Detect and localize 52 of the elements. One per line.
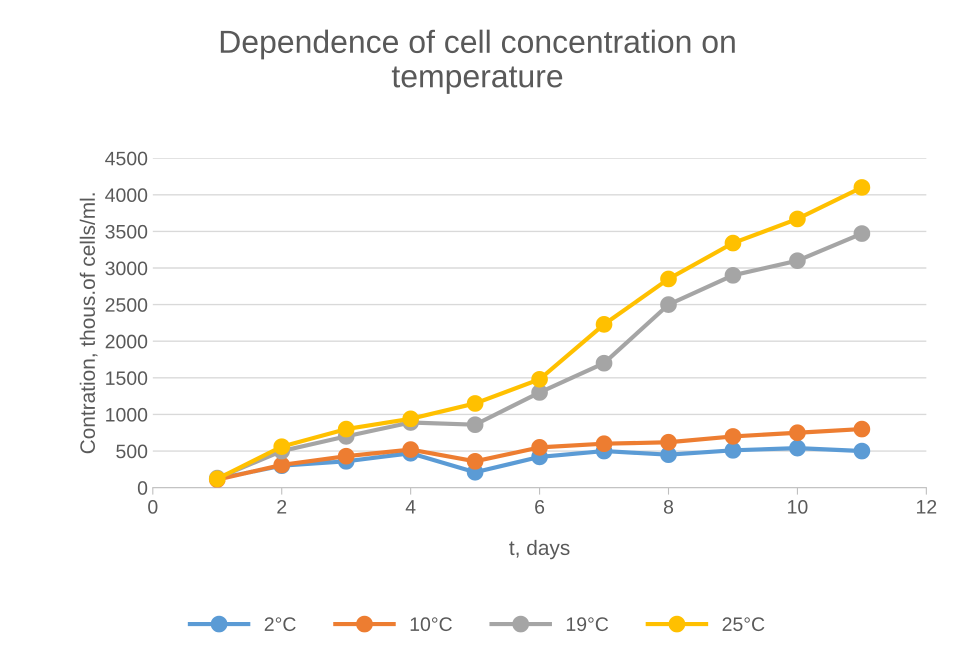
y-tick-label: 1000	[106, 408, 148, 422]
point	[660, 296, 677, 313]
point	[724, 266, 742, 284]
point	[854, 420, 870, 438]
y-tick-label: 0	[138, 481, 148, 495]
point	[724, 234, 742, 252]
point	[596, 354, 612, 372]
x-axis-title: t, days	[509, 540, 570, 560]
point	[789, 424, 806, 442]
point	[724, 428, 742, 445]
point	[854, 225, 870, 242]
point	[466, 395, 484, 412]
point	[402, 410, 419, 428]
chart-title: Dependence of cell concentration on temperature	[220, 30, 735, 94]
point	[466, 452, 484, 470]
point	[338, 448, 355, 465]
point	[789, 210, 806, 228]
point	[724, 442, 742, 459]
point	[789, 252, 806, 270]
point	[789, 440, 806, 456]
point	[531, 370, 548, 388]
point	[531, 439, 548, 456]
point	[660, 270, 677, 288]
y-tick-label: 2000	[106, 334, 148, 348]
legend-label: 19°C	[566, 617, 608, 632]
point	[466, 416, 484, 434]
point	[273, 438, 290, 455]
y-tick-label: 3000	[105, 261, 148, 276]
y-tick-label: 1500	[106, 371, 148, 386]
x-tick-label: 12	[917, 500, 936, 514]
legend-label: 10°C	[410, 617, 452, 632]
x-tick-label: 0	[148, 500, 158, 514]
point	[596, 316, 612, 333]
y-axis-title: Contration, thous.of cells/ml.	[80, 193, 98, 454]
legend-label: 2°C	[264, 617, 296, 632]
y-tick-label: 4000	[105, 188, 148, 202]
point	[596, 435, 612, 452]
point	[402, 441, 419, 458]
point	[854, 442, 870, 460]
y-tick-label: 500	[116, 444, 148, 458]
point	[854, 179, 870, 196]
y-tick-label: 4500	[105, 152, 148, 166]
y-tick-label: 2500	[106, 298, 148, 312]
point	[660, 434, 677, 451]
legend-label: 25°C	[722, 617, 764, 632]
x-tick-label: 10	[788, 500, 808, 514]
x-tick-label: 4	[406, 500, 416, 514]
x-tick-label: 2	[277, 500, 286, 514]
x-tick-label: 8	[664, 500, 674, 514]
x-tick-label: 6	[535, 500, 544, 514]
point	[338, 420, 355, 438]
y-tick-label: 3500	[105, 224, 148, 239]
